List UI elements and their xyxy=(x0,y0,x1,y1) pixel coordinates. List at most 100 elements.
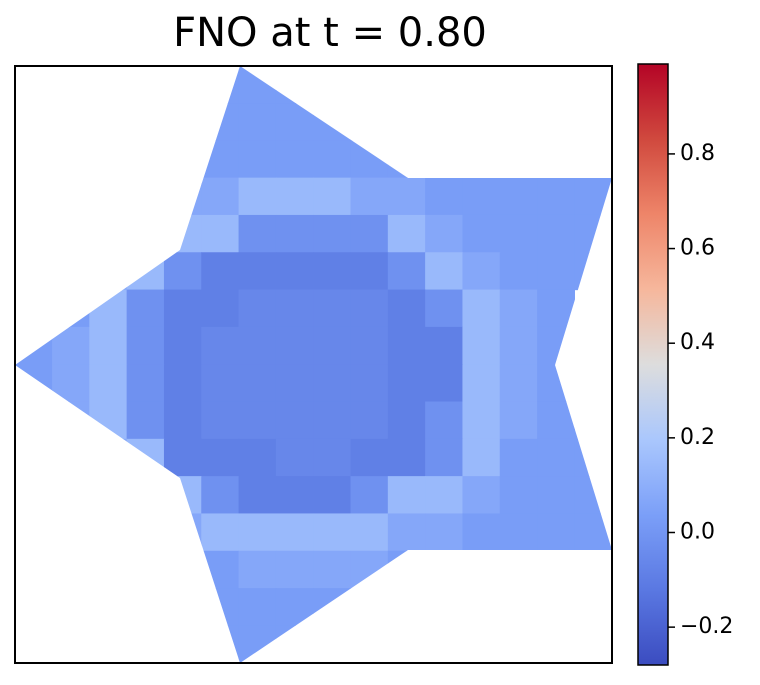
cell xyxy=(537,326,575,365)
cell xyxy=(126,326,165,365)
cell xyxy=(238,401,277,440)
cell xyxy=(201,103,240,141)
cell xyxy=(275,364,314,403)
cell xyxy=(350,326,389,365)
cell xyxy=(574,401,612,440)
cell xyxy=(499,476,538,515)
cell xyxy=(499,326,538,365)
cell xyxy=(201,66,240,104)
cell xyxy=(574,252,612,291)
cell xyxy=(425,401,464,440)
cell xyxy=(537,177,575,216)
cell xyxy=(275,438,314,477)
cell xyxy=(537,476,575,515)
cell xyxy=(499,252,538,291)
cell xyxy=(462,513,501,552)
cell xyxy=(387,513,426,552)
field xyxy=(15,66,612,663)
cell xyxy=(387,364,426,403)
cell xyxy=(275,103,314,141)
cell xyxy=(238,140,277,179)
cell xyxy=(52,401,90,440)
cell xyxy=(201,438,240,477)
cell xyxy=(163,289,202,328)
cell xyxy=(462,326,501,365)
cell xyxy=(313,550,352,589)
cell xyxy=(462,289,501,328)
cell xyxy=(313,214,352,253)
cell xyxy=(350,513,389,552)
cell xyxy=(238,513,277,552)
plot-frame xyxy=(14,65,613,664)
cell xyxy=(238,476,277,515)
cell xyxy=(537,252,575,291)
colorbar-tick-label: 0.0 xyxy=(680,519,715,544)
cell xyxy=(574,438,612,477)
cell xyxy=(15,326,53,365)
cell xyxy=(52,364,90,403)
cell xyxy=(499,438,538,477)
cell xyxy=(313,140,352,179)
cell xyxy=(238,588,277,626)
cell xyxy=(238,289,277,328)
cell xyxy=(238,177,277,216)
cell xyxy=(499,177,538,216)
cell xyxy=(350,476,389,515)
cell xyxy=(52,289,90,328)
cell xyxy=(238,66,277,104)
cell xyxy=(350,103,389,141)
cell xyxy=(425,177,464,216)
cell xyxy=(201,214,240,253)
cell xyxy=(275,401,314,440)
cell xyxy=(350,289,389,328)
cell xyxy=(499,513,538,552)
cell xyxy=(387,401,426,440)
cell xyxy=(201,401,240,440)
cell xyxy=(425,289,464,328)
cell xyxy=(425,364,464,403)
cell xyxy=(387,214,426,253)
cell xyxy=(313,401,352,440)
cell xyxy=(275,326,314,365)
cell xyxy=(126,401,165,440)
cell xyxy=(201,177,240,216)
cell xyxy=(275,177,314,216)
cell xyxy=(163,438,202,477)
cell xyxy=(499,401,538,440)
cell xyxy=(275,252,314,291)
cell xyxy=(425,214,464,253)
colorbar-tick-label: 0.8 xyxy=(680,141,715,166)
cell xyxy=(163,177,202,216)
cell xyxy=(89,252,128,291)
cell xyxy=(238,252,277,291)
cell xyxy=(387,438,426,477)
cell xyxy=(313,289,352,328)
cell xyxy=(574,476,612,515)
cell xyxy=(89,438,128,477)
cell xyxy=(350,140,389,179)
cell xyxy=(275,66,314,104)
cell xyxy=(238,364,277,403)
cell xyxy=(163,513,202,552)
cell xyxy=(574,177,612,216)
cell xyxy=(350,252,389,291)
colorbar-tick-label: 0.6 xyxy=(680,236,715,261)
cell xyxy=(313,476,352,515)
cell xyxy=(201,364,240,403)
colorbar-tick-label: 0.4 xyxy=(680,330,715,355)
cell xyxy=(462,177,501,216)
cell xyxy=(574,513,612,552)
cell xyxy=(275,513,314,552)
cell xyxy=(238,550,277,589)
colorbar-tick-label: −0.2 xyxy=(680,614,733,639)
cell xyxy=(238,326,277,365)
cell xyxy=(238,438,277,477)
cell xyxy=(537,513,575,552)
cell xyxy=(89,289,128,328)
cell xyxy=(163,401,202,440)
cell xyxy=(52,326,90,365)
cell xyxy=(313,326,352,365)
cell xyxy=(238,214,277,253)
cell xyxy=(275,588,314,626)
